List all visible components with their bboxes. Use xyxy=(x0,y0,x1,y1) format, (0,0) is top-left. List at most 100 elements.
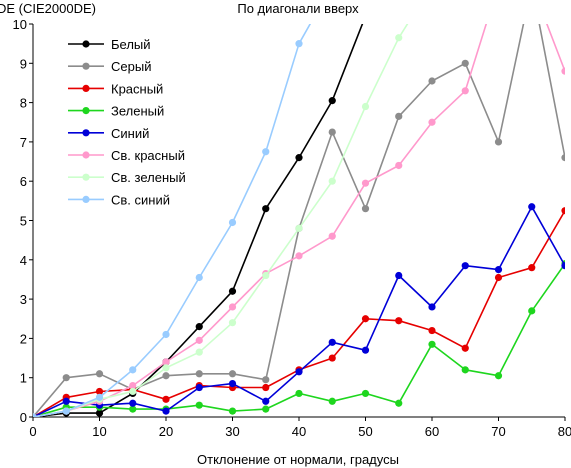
data-point xyxy=(528,203,536,211)
data-point xyxy=(195,370,203,378)
legend-label: Св. зеленый xyxy=(111,170,186,185)
legend: Белый Серый Красный Зеленый Синий Св. красный… xyxy=(68,37,186,207)
data-point xyxy=(95,409,104,417)
data-point xyxy=(295,40,303,48)
data-point xyxy=(295,224,303,232)
data-point xyxy=(528,307,536,315)
x-tick-label: 40 xyxy=(292,424,306,439)
data-point xyxy=(195,273,203,282)
data-point xyxy=(561,67,565,75)
y-tick-label: 1 xyxy=(20,371,27,386)
series-layer xyxy=(33,24,565,417)
data-point xyxy=(228,303,237,311)
data-point xyxy=(262,148,270,156)
data-point xyxy=(494,138,503,146)
data-point xyxy=(262,205,270,213)
y-tick-label: 0 xyxy=(20,410,27,425)
data-point xyxy=(228,218,237,227)
data-point xyxy=(395,271,403,280)
data-point xyxy=(328,128,336,136)
data-point xyxy=(95,393,104,401)
legend-label: Белый xyxy=(111,37,151,52)
data-point xyxy=(328,338,336,346)
data-point xyxy=(428,118,436,126)
legend-swatch-marker xyxy=(82,151,90,159)
data-point xyxy=(129,381,137,390)
data-point xyxy=(361,346,370,354)
data-point xyxy=(461,262,469,270)
data-point xyxy=(461,59,469,67)
legend-item: Св. красный xyxy=(68,148,185,163)
series-8 xyxy=(33,24,312,417)
data-point xyxy=(195,383,203,392)
data-point xyxy=(461,87,469,95)
y-tick-label: 5 xyxy=(20,214,27,229)
data-point xyxy=(162,372,170,380)
data-point xyxy=(195,336,203,344)
legend-item: Синий xyxy=(68,126,149,141)
data-point xyxy=(62,397,70,405)
data-point xyxy=(561,207,565,215)
data-point xyxy=(195,348,203,356)
legend-swatch-marker xyxy=(82,62,90,70)
x-tick-label: 30 xyxy=(225,424,239,439)
x-axis-title: Отклонение от нормали, градусы xyxy=(197,452,399,467)
legend-item: Св. зеленый xyxy=(68,170,186,185)
legend-swatch-marker xyxy=(82,84,90,92)
data-point xyxy=(461,366,469,374)
y-tick-label: 9 xyxy=(20,56,27,71)
series-line xyxy=(33,24,312,417)
data-point xyxy=(395,161,403,170)
data-point xyxy=(195,401,203,409)
legend-label: Синий xyxy=(111,126,149,141)
legend-label: Св. синий xyxy=(111,192,170,207)
data-point xyxy=(228,287,237,295)
legend-swatch-marker xyxy=(82,40,90,48)
y-tick-label: 4 xyxy=(20,253,27,268)
data-point xyxy=(561,154,565,162)
data-point xyxy=(262,405,270,413)
data-point xyxy=(162,330,170,339)
legend-swatch-marker xyxy=(82,129,90,137)
legend-item: Красный xyxy=(68,81,163,96)
data-point xyxy=(328,232,336,240)
y-tick-label: 10 xyxy=(13,17,27,32)
data-point xyxy=(361,389,370,398)
data-point xyxy=(262,383,270,392)
data-point xyxy=(162,407,170,415)
y-tick-label: 6 xyxy=(20,174,27,189)
x-tick-label: 20 xyxy=(159,424,173,439)
x-tick-label: 0 xyxy=(29,424,36,439)
data-point xyxy=(295,389,303,398)
data-point xyxy=(428,326,436,335)
data-point xyxy=(395,112,403,120)
legend-swatch-marker xyxy=(82,195,90,203)
data-point xyxy=(62,407,70,415)
data-point xyxy=(395,317,403,325)
data-point xyxy=(528,264,536,272)
data-point xyxy=(262,397,270,405)
legend-swatch-marker xyxy=(82,173,90,181)
data-point xyxy=(162,364,170,372)
data-point xyxy=(62,374,70,382)
data-point xyxy=(195,323,203,331)
data-point xyxy=(295,154,303,162)
data-point xyxy=(494,372,503,380)
data-point xyxy=(262,271,270,280)
legend-item: Зеленый xyxy=(68,104,164,119)
y-tick-label: 3 xyxy=(20,292,27,307)
data-point xyxy=(129,405,137,413)
data-point xyxy=(561,262,565,270)
data-point xyxy=(33,413,37,417)
data-point xyxy=(129,366,137,374)
legend-item: Серый xyxy=(68,59,151,74)
data-point xyxy=(228,370,237,378)
legend-label: Св. красный xyxy=(111,148,185,163)
x-tick-label: 80 xyxy=(558,424,571,439)
data-point xyxy=(461,344,469,352)
x-tick-label: 70 xyxy=(491,424,505,439)
y-tick-label: 8 xyxy=(20,96,27,111)
x-tick-label: 60 xyxy=(425,424,439,439)
legend-item: Белый xyxy=(68,37,151,52)
data-point xyxy=(328,354,336,362)
